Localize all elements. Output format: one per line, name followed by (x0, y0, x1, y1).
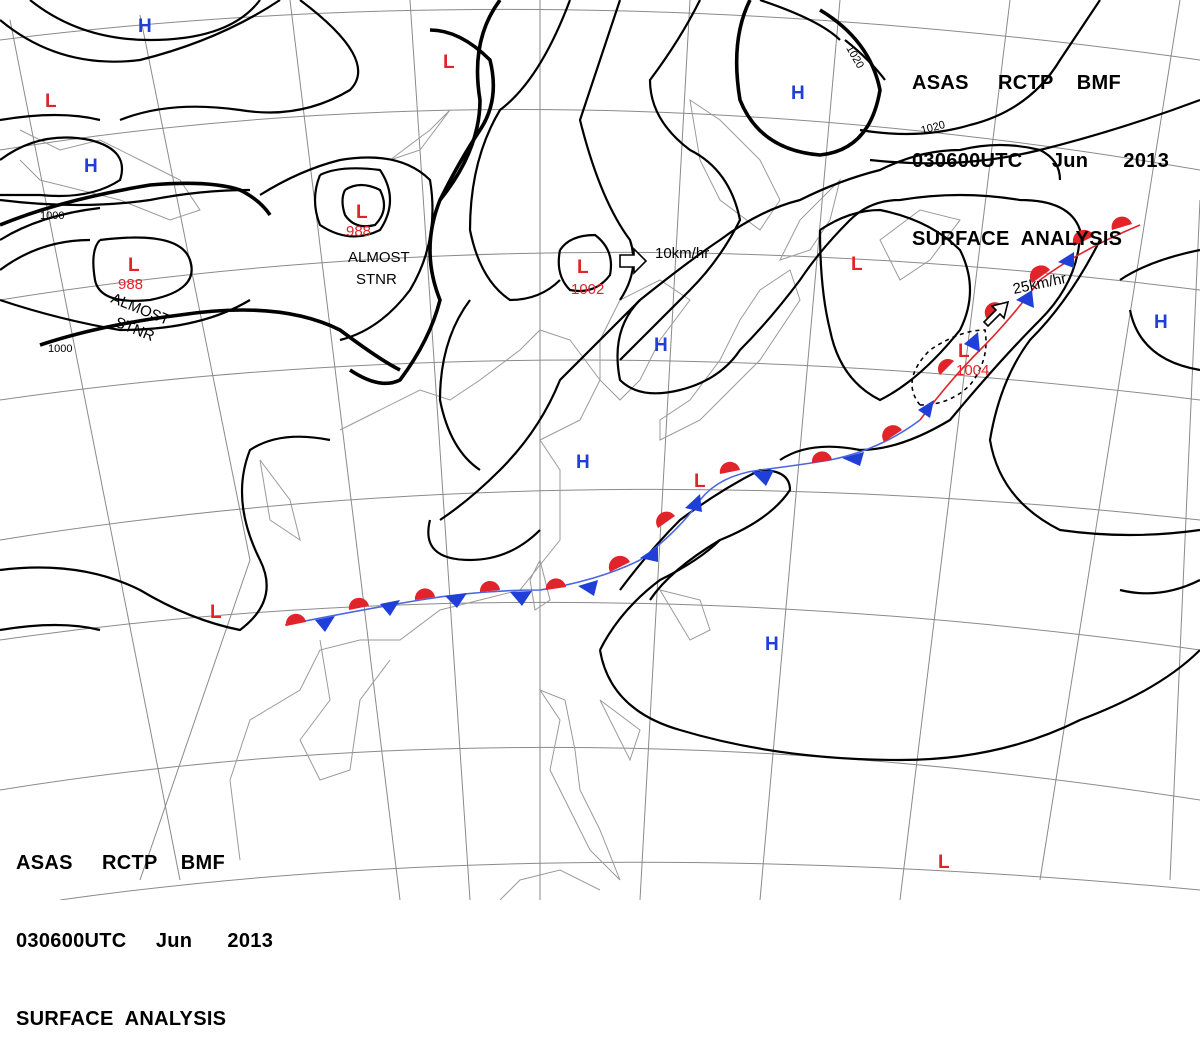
cold-front-marker (1016, 290, 1034, 308)
note-text: STNR (356, 271, 397, 288)
warm-front-marker (479, 580, 500, 592)
coastlines (19, 98, 961, 900)
high-pressure-center: H (765, 634, 779, 655)
header-line: ASAS RCTP BMF (912, 72, 1121, 94)
warm-front-marker (285, 613, 306, 626)
low-pressure-center: L (356, 202, 368, 223)
warm-front-markers (285, 216, 1132, 626)
low-pressure-center: L (128, 255, 140, 276)
warm-front-marker (1111, 216, 1132, 230)
low-pressure-center: L (443, 52, 455, 73)
cold-front-marker (918, 400, 934, 418)
header-line: 030600UTC Jun 2013 (16, 930, 274, 952)
warm-front-marker (348, 597, 369, 610)
low-pressure-center: L (210, 602, 222, 623)
header-line: 030600UTC Jun 2013 (912, 150, 1170, 172)
warm-front-marker (882, 425, 902, 442)
high-pressure-center: H (1154, 312, 1168, 333)
isobars (0, 0, 1200, 762)
pressure-value: 1002 (571, 281, 604, 298)
note-text: ALMOST (348, 249, 410, 266)
cold-front-marker (1058, 252, 1074, 268)
high-pressure-center: H (791, 83, 805, 104)
header-line: SURFACE ANALYSIS (912, 228, 1123, 250)
cold-front-marker (842, 452, 864, 466)
header-line: ASAS RCTP BMF (16, 852, 225, 874)
pressure-value: 988 (118, 276, 143, 293)
pressure-value: 988 (346, 223, 371, 240)
header-line: SURFACE ANALYSIS (16, 1008, 227, 1030)
low-pressure-center: L (851, 254, 863, 275)
surface-analysis-map: 1000 1000 1020 1020 (0, 0, 1200, 900)
isobar-label: 1000 (48, 343, 72, 355)
warm-front-marker (719, 461, 740, 474)
pressure-centers: L H H L 988 L 988 L L 1002 H H H L L 100… (45, 16, 1168, 873)
map-header-bottom: ASAS RCTP BMF 030600UTC Jun 2013 SURFACE… (16, 798, 273, 1058)
low-pressure-center: L (577, 257, 589, 278)
warm-front-marker (414, 588, 435, 600)
high-pressure-center: H (138, 16, 152, 37)
isobar-label: 1000 (40, 210, 64, 222)
cold-front-marker (380, 600, 400, 616)
motion-label: 10km/hr (655, 245, 709, 262)
cold-front-marker (752, 470, 774, 486)
motion-arrow-icon (982, 300, 1010, 328)
cold-front-marker (578, 580, 598, 596)
low-pressure-center: L (45, 91, 57, 112)
low-pressure-center: L (958, 341, 970, 362)
high-pressure-center: H (84, 156, 98, 177)
low-pressure-center: L (938, 852, 950, 873)
warm-front-marker (656, 511, 675, 528)
warm-front-marker (811, 451, 832, 463)
warm-front-marker (608, 555, 630, 572)
high-pressure-center: H (576, 452, 590, 473)
pressure-value: 1004 (956, 362, 989, 379)
cold-front-marker (964, 332, 980, 352)
high-pressure-center: H (654, 335, 668, 356)
cold-front-marker (445, 593, 467, 608)
warm-front-marker (1029, 265, 1050, 283)
warm-front-marker (938, 359, 954, 375)
cold-front-marker (685, 494, 702, 512)
cold-front-marker (315, 616, 335, 632)
cold-front-marker (510, 591, 532, 606)
low-pressure-center: L (694, 471, 706, 492)
cold-front-markers (315, 252, 1074, 632)
map-header-top: ASAS RCTP BMF 030600UTC Jun 2013 SURFACE… (912, 18, 1169, 278)
warm-front-marker (545, 578, 566, 590)
motion-arrow-icon (619, 247, 648, 275)
cold-front-marker (640, 546, 658, 562)
warm-front-marker (1072, 229, 1094, 246)
